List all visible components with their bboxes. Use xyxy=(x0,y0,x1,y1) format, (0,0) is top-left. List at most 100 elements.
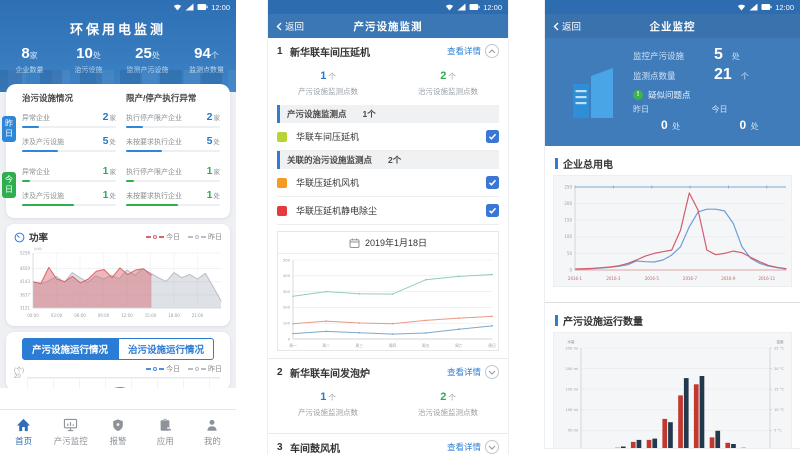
day-unit: 处 xyxy=(750,122,759,131)
series-color-swatch xyxy=(277,205,287,216)
metric-value: 1 xyxy=(102,165,109,177)
issue-label: 疑似问题点 xyxy=(648,89,691,100)
tab-producing-facility-status[interactable]: 产污设施运行情况 xyxy=(21,338,118,360)
panel-label: 监控产污设施 xyxy=(633,51,685,61)
progress-fill xyxy=(126,150,162,152)
checkbox-checked[interactable] xyxy=(486,204,499,217)
day-value: 0 xyxy=(739,118,747,132)
svg-text:2016-7: 2016-7 xyxy=(683,276,698,281)
nav-label: 应用 xyxy=(156,435,174,446)
section-total-power: 企业总用电 xyxy=(555,156,790,171)
facility-item-3-header[interactable]: 3 车间鼓风机 查看详情 xyxy=(268,434,508,454)
total-power-chartbox: 0 50 100 150 200 250 2016-1 2016-3 2016-5 2016-7 2… xyxy=(553,175,792,287)
column-title-limit: 限产/停产执行异常 xyxy=(126,93,197,103)
metric-unit: 处 xyxy=(213,193,221,200)
legend-dot xyxy=(195,367,199,371)
legend-line xyxy=(188,236,193,238)
svg-text:00:00: 00:00 xyxy=(27,313,39,318)
power-card: 功率 今日 昨日 5256 4650 4143 3637 3131 (kW) 00:00 03… xyxy=(6,224,230,326)
svg-text:0: 0 xyxy=(569,267,572,272)
view-detail-link[interactable]: 查看详情 xyxy=(446,46,481,56)
facility-item-2-header[interactable]: 2 新华联车间发泡炉 查看详情 xyxy=(268,359,508,385)
svg-text:200: 200 xyxy=(283,305,291,310)
status-bar: 12:00 xyxy=(268,0,508,14)
battery-icon xyxy=(761,4,772,10)
legend-today: 今日 xyxy=(146,364,180,374)
svg-text:150 ml: 150 ml xyxy=(565,387,578,391)
expand-button[interactable] xyxy=(485,365,499,379)
overview-cell: 执行停产限产企业 1 家 xyxy=(126,165,220,182)
svg-text:3131: 3131 xyxy=(20,305,31,310)
issue-day-columns: 昨日 0 处 今日 0 处 xyxy=(633,104,790,134)
metric-label: 未按要求执行企业 xyxy=(126,139,182,146)
view-detail-link[interactable]: 查看详情 xyxy=(446,442,481,452)
stat-label: 企业数量 xyxy=(0,65,59,75)
wifi-icon xyxy=(738,4,746,11)
signal-icon xyxy=(457,3,466,11)
item-name: 新华联车间压延机 xyxy=(290,47,370,59)
progress-track xyxy=(126,204,220,206)
progress-fill xyxy=(126,204,178,206)
selected-date: 2019年1月18日 xyxy=(364,238,428,248)
monitor-chart-icon xyxy=(64,418,78,431)
stat-value: 10 xyxy=(76,45,93,62)
clipboard-icon xyxy=(160,418,172,431)
date-picker[interactable]: 2019年1月18日 xyxy=(278,232,498,254)
nav-item-apps[interactable]: 应用 xyxy=(142,410,189,454)
nav-item-pollution-monitor[interactable]: 产污监控 xyxy=(47,410,94,454)
progress-track xyxy=(22,180,116,182)
back-label: 返回 xyxy=(285,22,305,33)
back-button[interactable]: 返回 xyxy=(553,14,581,38)
legend-line xyxy=(159,368,164,370)
monitor-name: 华联压延机风机 xyxy=(296,178,360,188)
monitor-row: 华联压延机静电除尘 xyxy=(277,197,499,225)
nav-item-alarm[interactable]: 报警 xyxy=(94,410,141,454)
collapse-button[interactable] xyxy=(485,44,499,58)
back-button[interactable]: 返回 xyxy=(276,14,304,38)
view-detail-link[interactable]: 查看详情 xyxy=(446,367,481,377)
section-title: 企业总用电 xyxy=(563,160,613,171)
svg-text:15:00: 15:00 xyxy=(145,313,157,318)
checkbox-checked[interactable] xyxy=(486,176,499,189)
metric-label: 未按要求执行企业 xyxy=(126,193,182,200)
legend-yesterday: 昨日 xyxy=(188,232,222,242)
facility-status-card: 产污设施运行情况 治污设施运行情况 (个) 今日 昨日 20 xyxy=(6,332,230,390)
progress-fill xyxy=(22,150,58,152)
stat-value: 1 xyxy=(320,70,327,82)
legend-line xyxy=(146,236,151,238)
today-column: 今日 0 处 xyxy=(712,104,791,134)
divider xyxy=(268,433,508,434)
svg-text:09:00: 09:00 xyxy=(98,313,110,318)
stat-unit: 家 xyxy=(29,51,38,60)
svg-text:4143: 4143 xyxy=(20,279,31,284)
nav-item-profile[interactable]: 我的 xyxy=(189,410,236,454)
page-title: 环保用电监测 xyxy=(69,22,166,37)
svg-text:50 ml: 50 ml xyxy=(568,429,578,433)
progress-fill xyxy=(126,180,134,182)
metric-value: 2 xyxy=(102,111,109,123)
svg-text:150: 150 xyxy=(564,218,572,223)
svg-text:周五: 周五 xyxy=(422,343,430,348)
nav-item-home[interactable]: 首页 xyxy=(0,410,47,454)
svg-text:0: 0 xyxy=(288,336,291,341)
today-tag: 今日 xyxy=(2,172,16,198)
tab-treatment-facility-status[interactable]: 治污设施运行情况 xyxy=(118,338,215,360)
checkbox-checked[interactable] xyxy=(486,130,499,143)
expand-button[interactable] xyxy=(485,440,499,454)
item-index: 3 xyxy=(277,441,283,453)
facility-item-1-header[interactable]: 1 新华联车间压延机 查看详情 xyxy=(268,38,508,64)
yesterday-tag: 昨日 xyxy=(2,116,16,142)
check-icon xyxy=(488,207,497,214)
legend-line xyxy=(146,368,151,370)
check-icon xyxy=(488,179,497,186)
metric-label: 执行停产限产企业 xyxy=(126,169,182,176)
calendar-icon xyxy=(349,238,360,248)
svg-text:周日: 周日 xyxy=(488,343,496,348)
status-time: 12:00 xyxy=(775,2,794,12)
item-name: 车间鼓风机 xyxy=(290,443,340,454)
legend-dot xyxy=(153,235,157,239)
